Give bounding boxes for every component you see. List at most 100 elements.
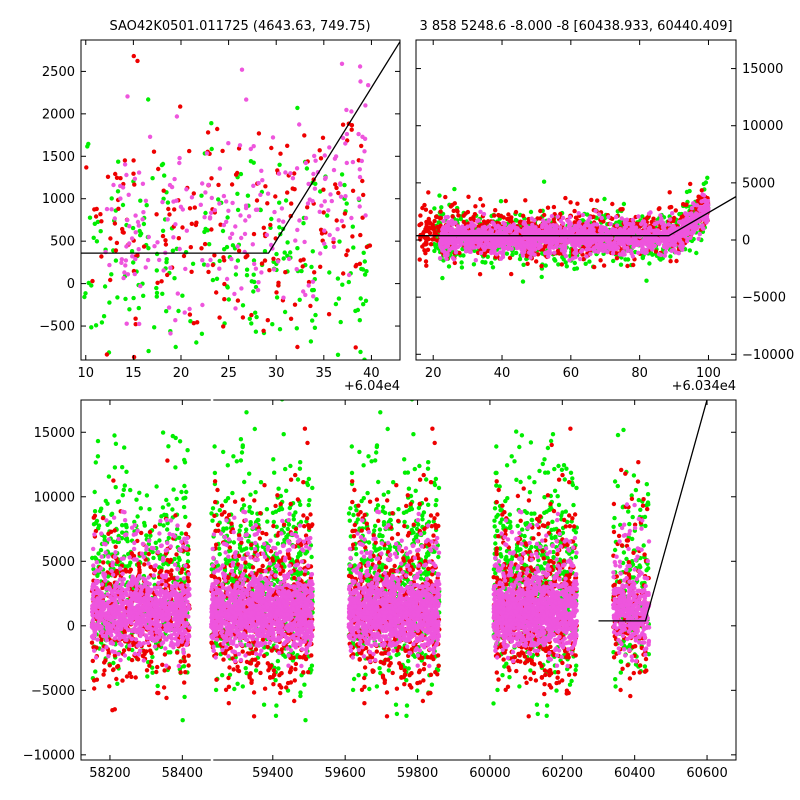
red-point xyxy=(463,211,468,216)
magenta-point xyxy=(601,237,606,242)
green-point xyxy=(210,277,216,283)
red-point xyxy=(668,259,673,264)
magenta-point xyxy=(366,83,371,88)
red-point xyxy=(261,225,266,230)
green-point xyxy=(184,489,189,495)
magenta-point xyxy=(583,239,588,245)
red-point xyxy=(93,214,99,219)
magenta-point xyxy=(184,187,189,192)
magenta-point xyxy=(146,234,151,240)
red-point xyxy=(513,209,519,215)
red-point xyxy=(473,204,478,209)
magenta-point xyxy=(362,136,368,141)
red-point xyxy=(679,214,684,220)
red-point xyxy=(572,220,577,225)
magenta-point xyxy=(552,250,557,255)
red-point xyxy=(292,302,298,307)
magenta-point xyxy=(471,230,477,236)
red-point xyxy=(152,524,158,529)
green-point xyxy=(116,499,122,504)
green-point xyxy=(621,201,627,207)
red-point xyxy=(187,312,193,317)
red-point xyxy=(350,188,356,193)
magenta-point xyxy=(303,215,309,221)
magenta-point xyxy=(303,160,308,166)
magenta-point xyxy=(281,219,286,224)
red-point xyxy=(361,192,366,198)
red-point xyxy=(212,253,217,258)
green-point xyxy=(251,258,257,263)
green-point xyxy=(668,254,673,259)
y-tick-label: 500 xyxy=(50,235,75,250)
magenta-point xyxy=(326,208,331,213)
red-point xyxy=(218,222,223,227)
red-point xyxy=(178,670,183,675)
magenta-point xyxy=(646,229,651,234)
magenta-point xyxy=(442,253,448,258)
magenta-point xyxy=(683,230,688,236)
green-point xyxy=(93,460,99,465)
green-point xyxy=(361,250,366,255)
magenta-point xyxy=(168,265,173,270)
magenta-point xyxy=(679,232,684,237)
red-point xyxy=(423,207,429,212)
magenta-point xyxy=(133,256,138,262)
red-point xyxy=(151,149,157,154)
green-point xyxy=(314,297,319,302)
red-point xyxy=(456,213,461,218)
green-point xyxy=(251,289,256,294)
green-point xyxy=(144,533,149,538)
magenta-point xyxy=(141,210,146,215)
green-point xyxy=(154,294,159,299)
magenta-point xyxy=(513,225,518,231)
magenta-point xyxy=(175,291,180,296)
red-point xyxy=(572,208,577,214)
green-point xyxy=(458,216,463,222)
red-point xyxy=(114,568,119,574)
magenta-point xyxy=(662,253,667,258)
green-point xyxy=(111,539,116,544)
red-point xyxy=(667,190,672,195)
x-tick-label: 20 xyxy=(425,366,442,381)
magenta-point xyxy=(265,191,271,196)
green-point xyxy=(687,188,692,194)
green-point xyxy=(181,504,187,510)
red-point xyxy=(432,218,437,224)
red-point xyxy=(124,674,130,679)
magenta-point xyxy=(629,251,634,256)
magenta-point xyxy=(239,235,244,241)
magenta-point xyxy=(618,228,624,234)
magenta-point xyxy=(594,222,600,227)
green-point xyxy=(360,267,366,272)
magenta-point xyxy=(450,255,456,261)
magenta-point xyxy=(173,222,178,227)
green-point xyxy=(130,647,135,653)
red-point xyxy=(113,248,119,253)
magenta-point xyxy=(286,256,292,262)
magenta-point xyxy=(603,225,608,231)
red-point xyxy=(271,256,276,261)
magenta-point xyxy=(207,216,213,221)
red-point xyxy=(417,257,422,262)
magenta-point xyxy=(520,250,525,255)
model-line xyxy=(81,41,400,254)
red-point xyxy=(360,215,365,220)
magenta-point xyxy=(700,226,706,231)
magenta-point xyxy=(243,203,249,208)
green-point xyxy=(253,329,259,334)
red-point xyxy=(220,148,225,154)
green-point xyxy=(157,565,162,570)
green-point xyxy=(92,489,97,495)
magenta-point xyxy=(357,204,362,209)
red-point xyxy=(110,708,115,713)
magenta-point xyxy=(628,237,633,242)
magenta-point xyxy=(498,256,504,261)
red-point xyxy=(249,312,254,318)
red-point xyxy=(594,225,600,230)
magenta-point xyxy=(121,275,126,281)
green-point xyxy=(362,272,368,277)
red-point xyxy=(155,280,160,285)
green-point xyxy=(109,272,114,277)
magenta-point xyxy=(592,235,597,241)
